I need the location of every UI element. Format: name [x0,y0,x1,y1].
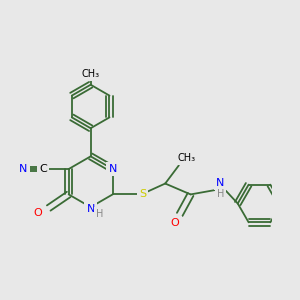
Text: N: N [19,164,28,174]
Text: O: O [171,218,180,228]
Text: O: O [34,208,42,218]
Text: N: N [108,164,117,174]
Text: N: N [216,178,225,188]
Text: H: H [96,209,103,219]
Text: N: N [86,204,95,214]
Text: CH₃: CH₃ [177,153,195,163]
Text: S: S [139,189,146,200]
Text: C: C [39,164,47,174]
Text: CH₃: CH₃ [82,69,100,79]
Text: H: H [217,189,224,200]
Text: F: F [299,199,300,208]
